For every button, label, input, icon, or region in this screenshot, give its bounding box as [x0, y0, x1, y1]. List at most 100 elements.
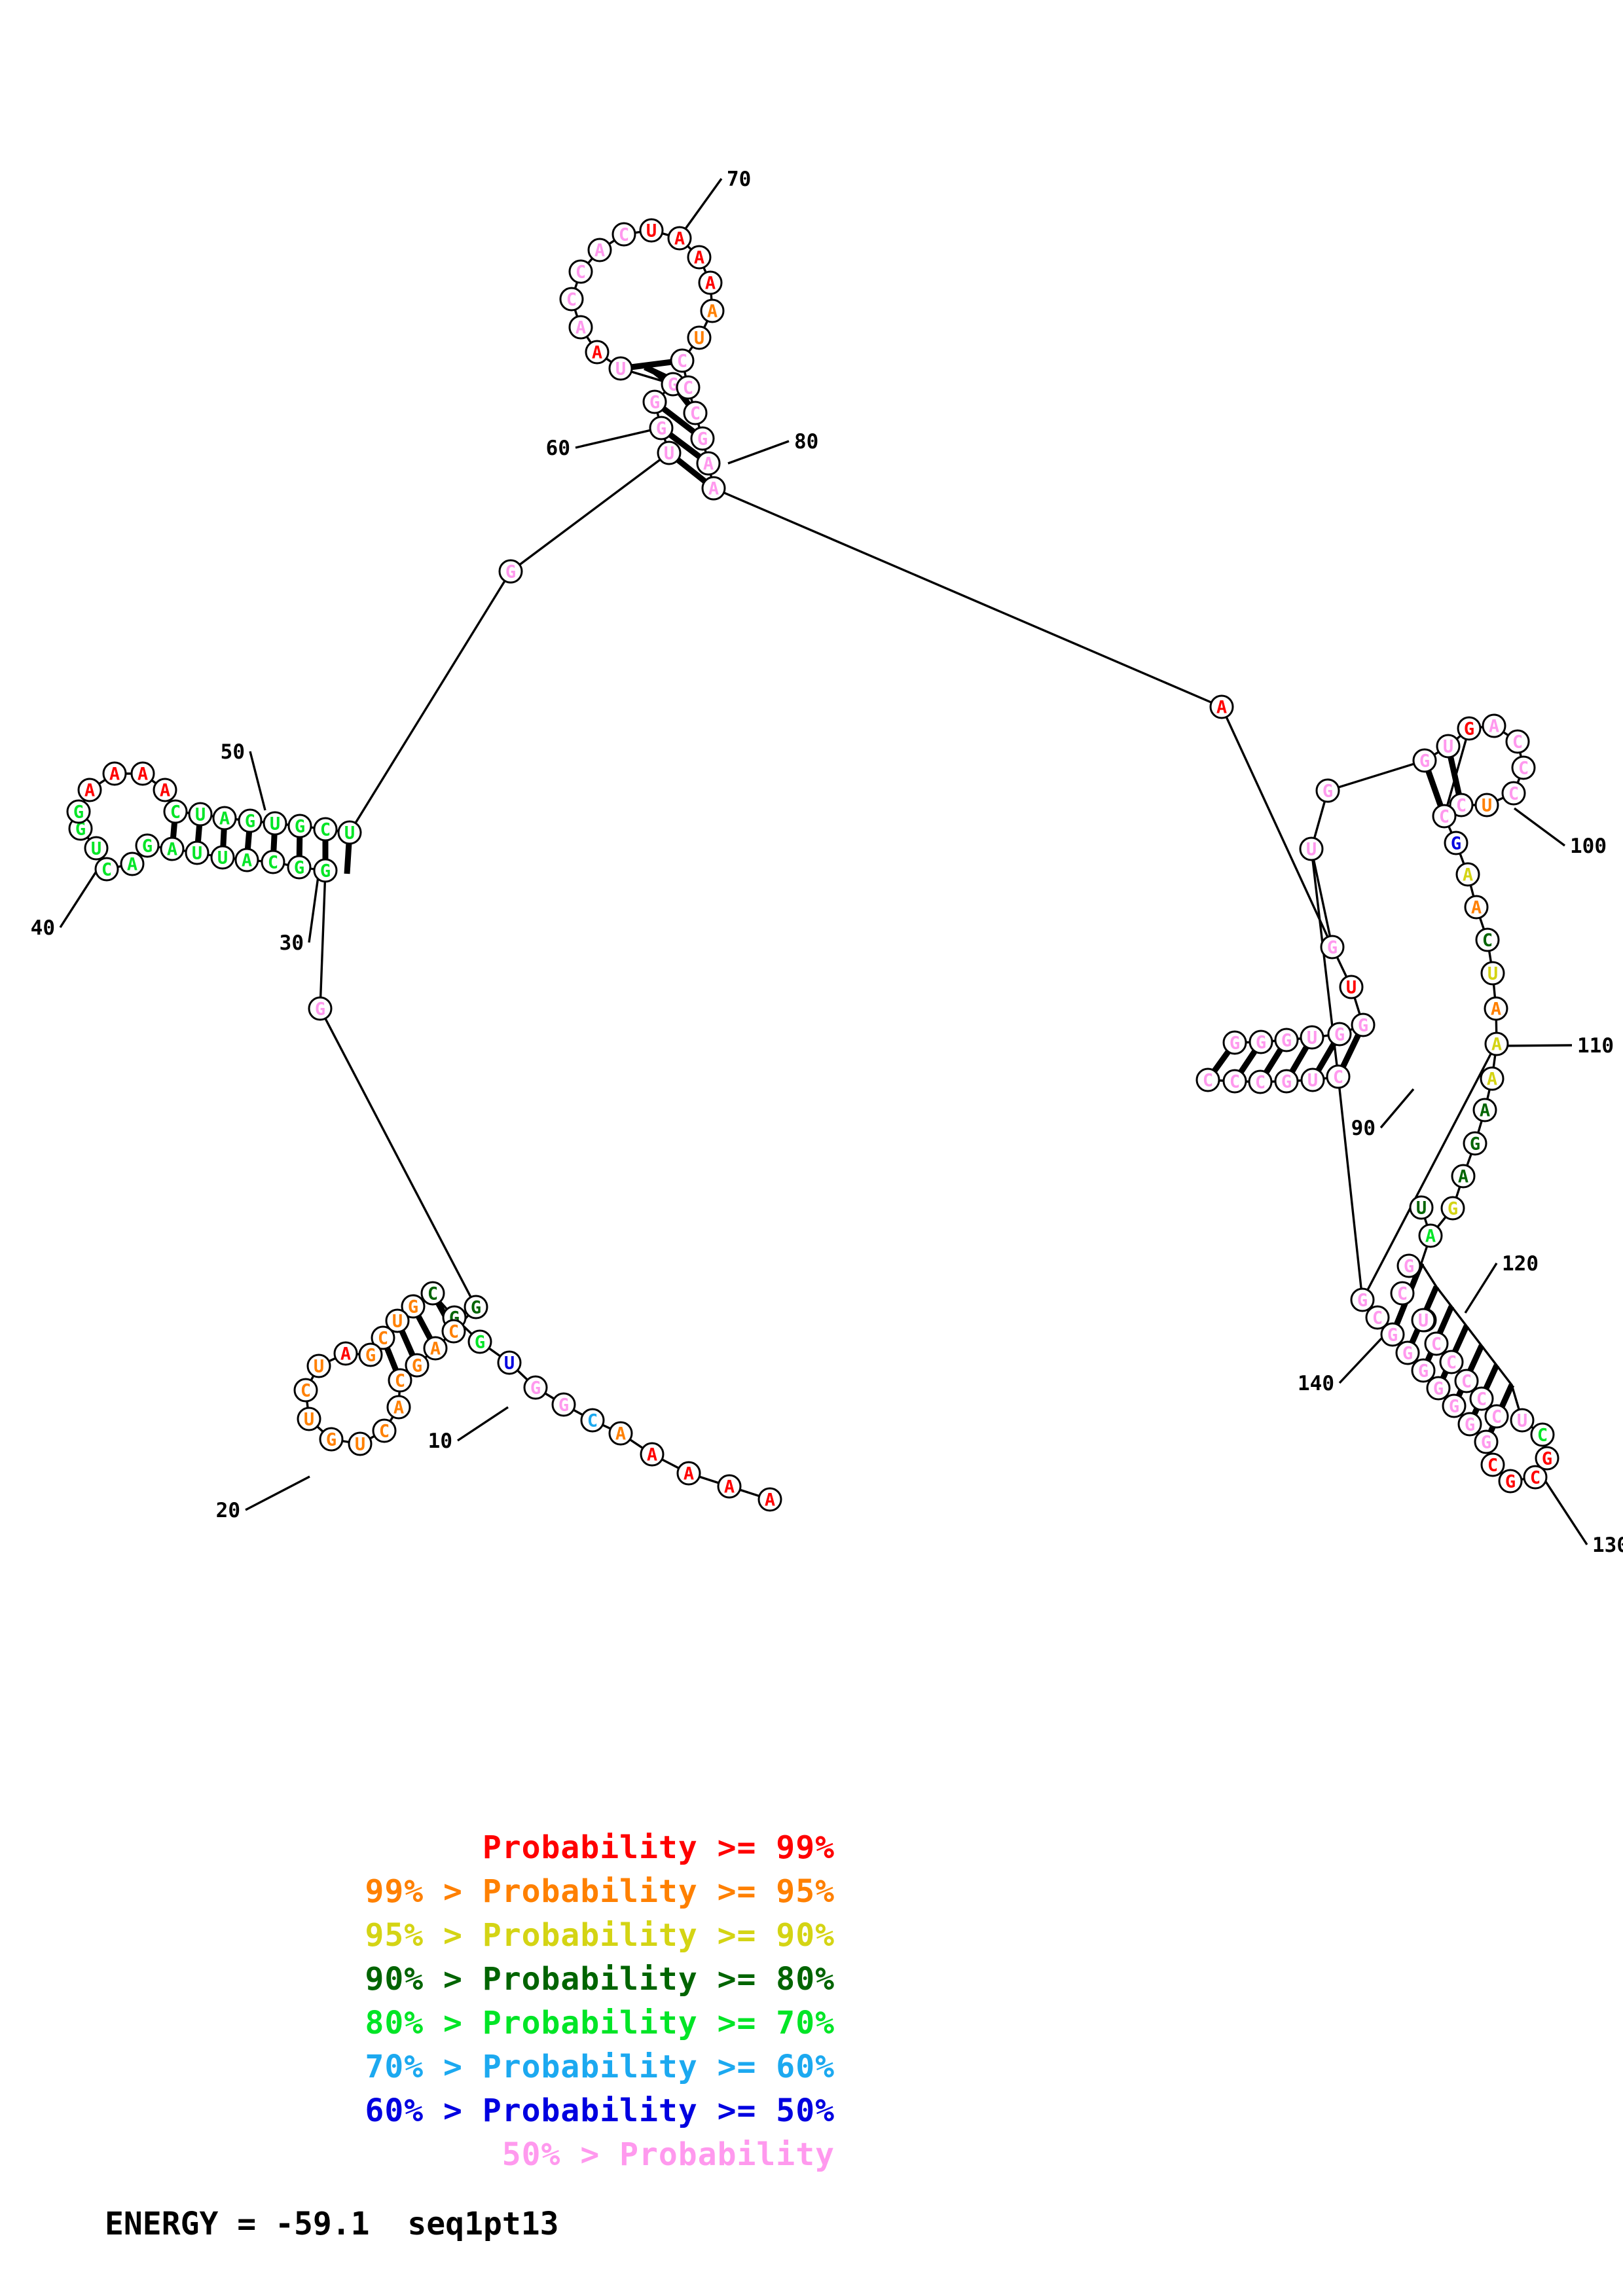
- nucleotide-letter: C: [1512, 732, 1523, 753]
- nucleotide-letter: A: [615, 1424, 626, 1444]
- nucleotide-letter: U: [1482, 796, 1492, 816]
- nucleotide-circle: [642, 389, 667, 414]
- nucleotide-circle: [1457, 1412, 1482, 1437]
- nucleotide-circle: [585, 340, 610, 365]
- nucleotide-letter: A: [765, 1490, 775, 1511]
- nucleotide-letter: A: [1458, 1167, 1468, 1187]
- nucleotide-letter: U: [91, 839, 101, 859]
- nucleotide-circle: [306, 1354, 331, 1378]
- nucleotide-circle: [676, 1461, 701, 1486]
- nucleotide-87: G: [1249, 1030, 1273, 1054]
- legend-row-3: 90% > Probability >= 80%: [365, 1961, 835, 1998]
- nucleotide-126: C: [1439, 1350, 1464, 1374]
- nucleotide-circle: [293, 1378, 318, 1403]
- nucleotide-circle: [135, 833, 160, 858]
- nucleotide-6: C: [580, 1408, 605, 1433]
- nucleotide-53: G: [287, 814, 312, 838]
- leader-line-130: [1540, 1474, 1588, 1545]
- nucleotide-115: A: [1472, 1098, 1497, 1122]
- nucleotide-14: U: [385, 1308, 410, 1333]
- leader-line-70: [682, 178, 723, 233]
- nucleotide-circle: [388, 1368, 412, 1393]
- nucleotide-circle: [188, 802, 213, 827]
- nucleotide-circle: [1380, 1322, 1405, 1347]
- nucleotide-letter: U: [504, 1354, 515, 1374]
- nucleotide-9: U: [497, 1350, 522, 1375]
- nucleotide-26: G: [405, 1353, 429, 1378]
- nucleotide-3: A: [676, 1461, 701, 1486]
- nucleotide-94: C: [1195, 1067, 1220, 1092]
- nucleotide-circle: [1339, 975, 1364, 999]
- nucleotide-letter: A: [160, 781, 170, 801]
- nucleotide-37: A: [160, 836, 185, 861]
- nucleotide-letter: A: [84, 781, 95, 801]
- nucleotide-137: G: [1457, 1412, 1482, 1437]
- nucleotide-circle: [1451, 1164, 1476, 1189]
- nucleotide-circle: [1315, 778, 1340, 803]
- nucleotide-letter: C: [677, 351, 687, 372]
- nucleotide-letter: A: [705, 274, 716, 294]
- nucleotide-5: A: [608, 1421, 633, 1446]
- nucleotide-circle: [717, 1474, 742, 1499]
- nucleotide-circle: [1511, 755, 1536, 780]
- nucleotide-letter: A: [694, 248, 704, 268]
- nucleotide-70: A: [687, 245, 712, 270]
- nucleotide-letter: G: [1402, 1344, 1413, 1364]
- nucleotide-circle: [1274, 1028, 1299, 1052]
- nucleotide-letter: G: [505, 562, 516, 583]
- nucleotide-circle: [676, 375, 701, 400]
- nucleotide-35: U: [210, 845, 235, 870]
- nucleotide-circle: [385, 1308, 410, 1333]
- nucleotide-84: G: [1327, 1022, 1352, 1047]
- nucleotide-letter: G: [1358, 1016, 1368, 1036]
- nucleotide-95: U: [1299, 836, 1324, 861]
- nucleotide-118: G: [1440, 1196, 1465, 1221]
- nucleotide-121: G: [1396, 1253, 1421, 1278]
- nucleotide-circle: [1320, 935, 1345, 960]
- nucleotide-circle: [1463, 1131, 1487, 1156]
- nucleotide-circle: [1484, 1404, 1509, 1429]
- nucleotide-circle: [1480, 1066, 1504, 1091]
- nucleotide-18: U: [306, 1354, 331, 1378]
- nucleotide-circle: [313, 817, 338, 842]
- nucleotide-circle: [1432, 804, 1457, 829]
- nucleotide-letter: A: [167, 840, 177, 860]
- nucleotide-44: A: [77, 778, 102, 802]
- nucleotide-45: A: [102, 761, 127, 786]
- nucleotide-letter: A: [127, 855, 137, 875]
- nucleotide-letter: G: [656, 419, 666, 439]
- position-label-60: 60: [546, 437, 570, 460]
- nucleotide-139: G: [1426, 1376, 1451, 1401]
- nucleotide-circle: [467, 1329, 492, 1354]
- nucleotide-letter: C: [1446, 1353, 1457, 1373]
- nucleotide-circle: [1209, 694, 1234, 719]
- nucleotide-letter: C: [301, 1381, 311, 1401]
- nucleotide-128: C: [1469, 1386, 1494, 1411]
- nucleotide-46: A: [130, 761, 155, 786]
- nucleotide-circle: [348, 1431, 373, 1456]
- nucleotide-letter: C: [268, 853, 278, 873]
- nucleotide-88: G: [1222, 1030, 1247, 1055]
- nucleotide-circle: [287, 814, 312, 838]
- nucleotide-letter: U: [664, 444, 674, 464]
- nucleotide-circle: [1472, 1098, 1497, 1122]
- nucleotide-61: U: [608, 356, 633, 381]
- nucleotide-letter: C: [378, 1329, 388, 1349]
- nucleotide-96: G: [1315, 778, 1340, 803]
- nucleotide-circle: [1469, 1386, 1494, 1411]
- nucleotide-letter: U: [615, 359, 626, 380]
- nucleotide-letter: C: [379, 1422, 390, 1442]
- nucleotide-71: A: [698, 270, 723, 295]
- nucleotide-letter: G: [1281, 1072, 1292, 1092]
- nucleotide-letter: C: [1476, 1390, 1487, 1410]
- nucleotide-55: U: [337, 820, 362, 845]
- nucleotide-17: A: [333, 1341, 358, 1366]
- nucleotide-circle: [523, 1375, 548, 1400]
- nucleotide-58: G: [649, 416, 674, 440]
- nucleotide-34: A: [234, 848, 259, 872]
- nucleotide-letter: U: [314, 1357, 324, 1377]
- nucleotide-letter: C: [1372, 1308, 1383, 1329]
- nucleotide-circle: [1455, 862, 1480, 887]
- nucleotide-16: G: [358, 1342, 383, 1367]
